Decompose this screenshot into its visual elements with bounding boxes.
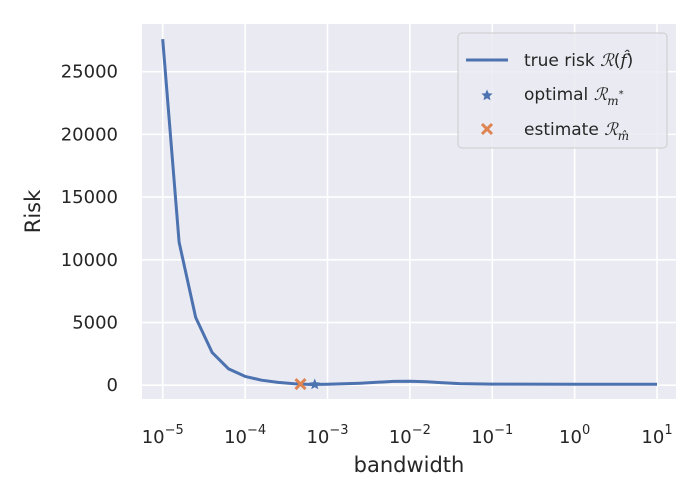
x-axis-title: bandwidth bbox=[354, 453, 465, 477]
x-tick-label: 10−3 bbox=[306, 423, 348, 448]
y-tick-label: 0 bbox=[107, 375, 118, 396]
y-tick-label: 5000 bbox=[72, 312, 118, 333]
legend-label-estimate: estimate ℛm̂ bbox=[524, 120, 629, 143]
legend-star-marker bbox=[481, 89, 493, 101]
x-tick-label: 10−2 bbox=[389, 423, 431, 448]
x-tick-label: 10−1 bbox=[471, 423, 513, 448]
y-tick-label: 10000 bbox=[61, 250, 118, 271]
y-tick-label: 20000 bbox=[61, 124, 118, 145]
y-tick-label: 25000 bbox=[61, 62, 118, 83]
x-tick-label: 101 bbox=[641, 423, 672, 448]
x-tick-label: 100 bbox=[559, 423, 590, 448]
y-axis-title: Risk bbox=[21, 189, 45, 233]
y-tick-label: 15000 bbox=[61, 187, 118, 208]
legend-frame bbox=[457, 32, 668, 149]
series-layer bbox=[161, 38, 657, 391]
optimal-star-marker bbox=[309, 378, 321, 390]
x-tick-label: 10−4 bbox=[224, 423, 266, 448]
legend-label-optimal: optimal ℛm* bbox=[524, 85, 624, 108]
y-tick-labels: 0 5000 10000 15000 20000 25000 bbox=[61, 62, 118, 397]
legend-label-true-risk: true risk ℛ(f̂) bbox=[524, 50, 633, 71]
x-tick-labels: 10−5 10−4 10−3 10−2 10−1 100 101 bbox=[142, 423, 673, 448]
legend: true risk ℛ(f̂) optimal ℛm* estimate ℛm̂ bbox=[457, 32, 668, 149]
true-risk-line bbox=[161, 38, 657, 386]
x-tick-label: 10−5 bbox=[142, 423, 184, 448]
legend-x-marker bbox=[480, 122, 494, 136]
grid-lines bbox=[142, 24, 676, 399]
estimate-x-marker bbox=[294, 378, 307, 391]
